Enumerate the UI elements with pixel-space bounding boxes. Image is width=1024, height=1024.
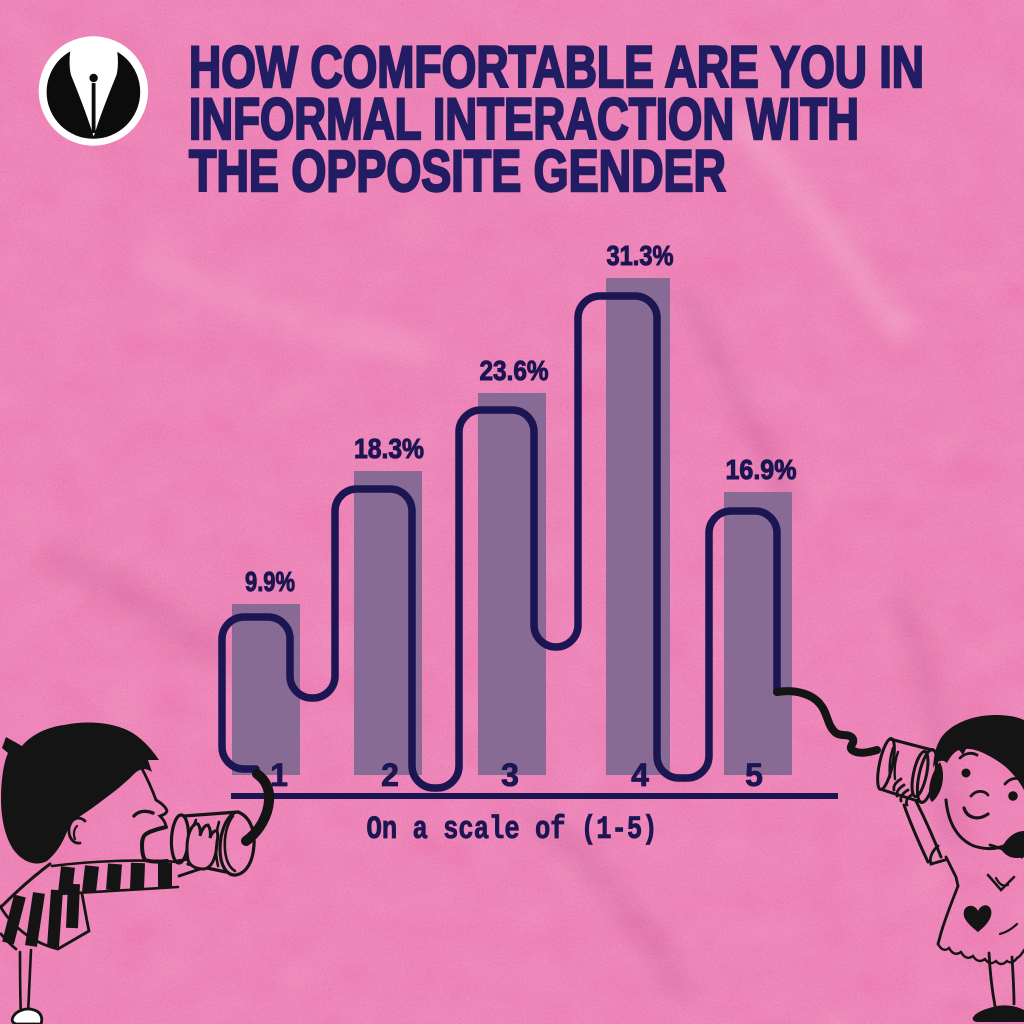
svg-text:THE OPPOSITE GENDER: THE OPPOSITE GENDER [189,139,726,204]
svg-text:On a scale of (1-5): On a scale of (1-5) [367,811,658,848]
svg-text:3: 3 [501,757,519,793]
svg-text:1: 1 [270,757,288,793]
svg-text:HOW COMFORTABLE ARE YOU IN: HOW COMFORTABLE ARE YOU IN [189,35,924,100]
svg-text:31.3%: 31.3% [607,240,674,271]
svg-text:INFORMAL INTERACTION WITH: INFORMAL INTERACTION WITH [189,87,859,152]
svg-text:5: 5 [745,757,763,793]
svg-text:2: 2 [381,757,399,793]
svg-text:16.9%: 16.9% [726,454,797,485]
svg-text:9.9%: 9.9% [245,566,295,597]
svg-text:23.6%: 23.6% [480,355,549,386]
svg-text:18.3%: 18.3% [354,433,424,464]
svg-text:4: 4 [631,757,649,793]
